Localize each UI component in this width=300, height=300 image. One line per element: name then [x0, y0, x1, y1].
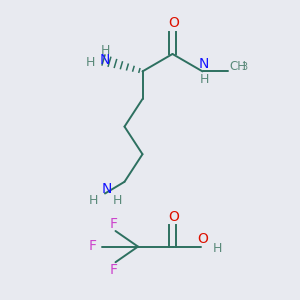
Text: H: H: [112, 194, 122, 207]
Text: F: F: [110, 263, 118, 277]
Text: 3: 3: [241, 62, 247, 72]
Text: N: N: [100, 53, 110, 67]
Text: O: O: [168, 210, 179, 224]
Text: H: H: [86, 56, 96, 70]
Text: N: N: [199, 57, 209, 70]
Text: CH: CH: [230, 60, 247, 73]
Text: O: O: [197, 232, 208, 246]
Text: F: F: [110, 217, 118, 230]
Text: O: O: [168, 16, 179, 30]
Text: H: H: [100, 44, 110, 58]
Text: H: H: [213, 242, 222, 255]
Text: H: H: [199, 73, 209, 86]
Text: N: N: [101, 182, 112, 196]
Text: H: H: [89, 194, 98, 207]
Text: F: F: [89, 239, 97, 253]
